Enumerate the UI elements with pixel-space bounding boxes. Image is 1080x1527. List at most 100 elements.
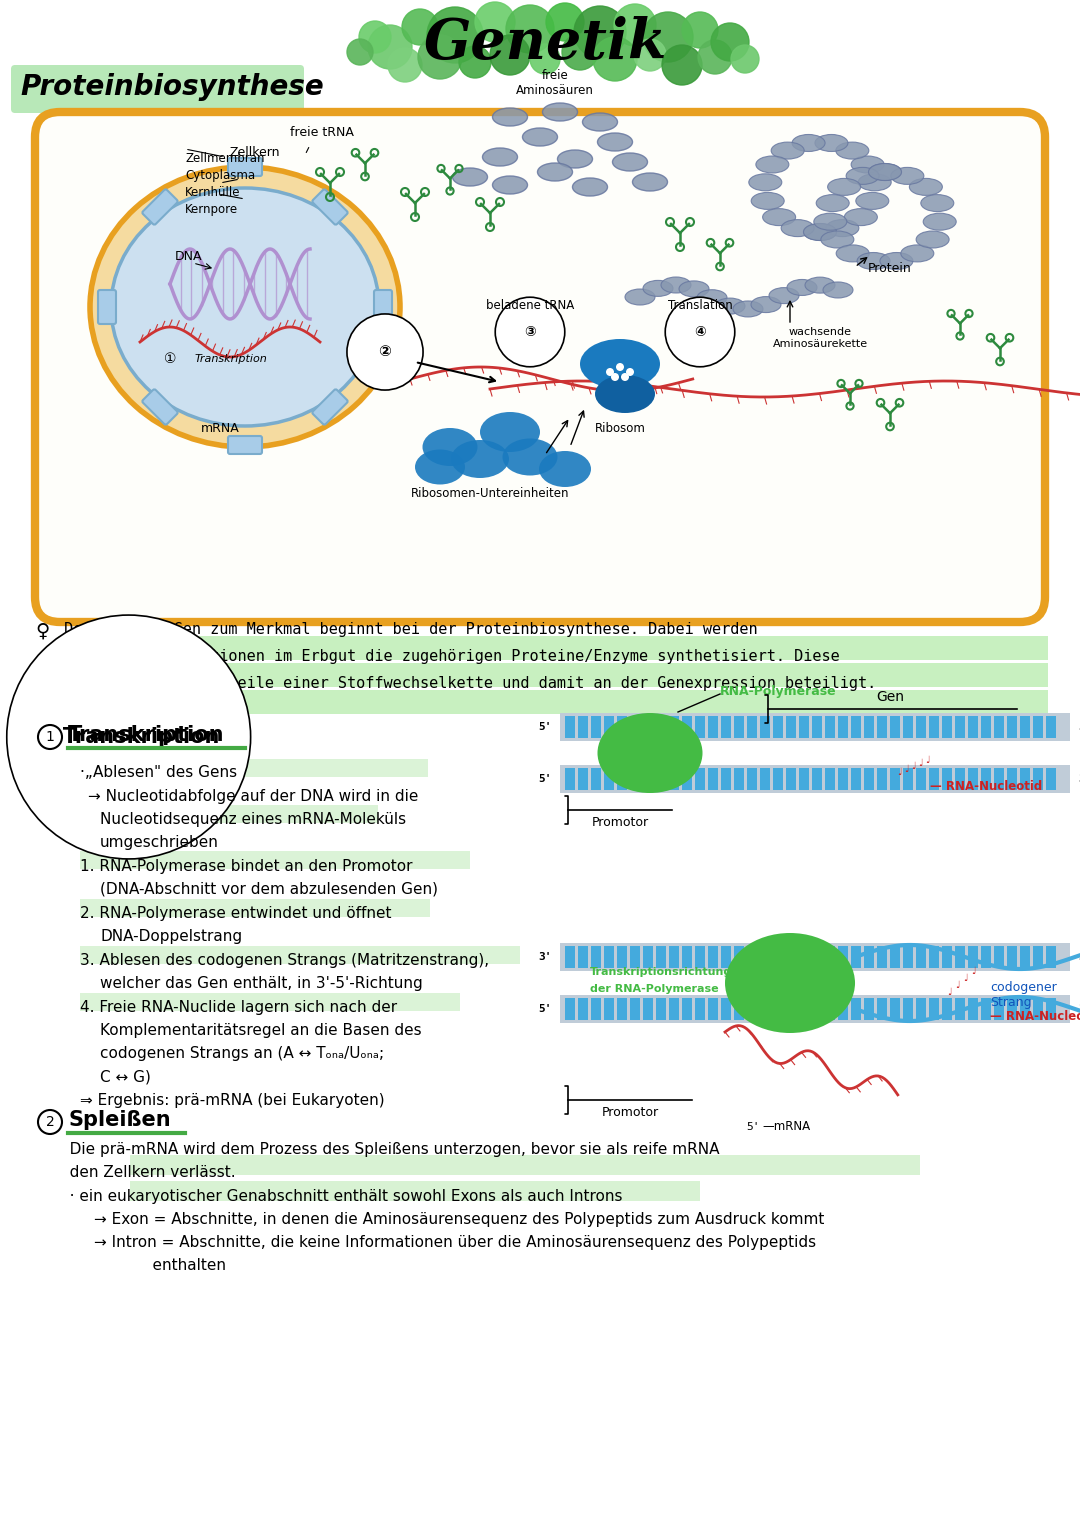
Ellipse shape bbox=[815, 134, 848, 151]
FancyBboxPatch shape bbox=[773, 768, 783, 789]
FancyBboxPatch shape bbox=[1020, 716, 1030, 738]
FancyBboxPatch shape bbox=[1032, 716, 1043, 738]
Ellipse shape bbox=[851, 156, 885, 173]
Ellipse shape bbox=[868, 163, 902, 180]
Text: codogener
Strang: codogener Strang bbox=[990, 980, 1056, 1009]
FancyBboxPatch shape bbox=[591, 716, 600, 738]
FancyBboxPatch shape bbox=[130, 1154, 920, 1174]
FancyBboxPatch shape bbox=[812, 716, 822, 738]
FancyBboxPatch shape bbox=[981, 716, 991, 738]
FancyBboxPatch shape bbox=[656, 947, 666, 968]
FancyBboxPatch shape bbox=[916, 999, 926, 1020]
Ellipse shape bbox=[769, 287, 799, 304]
Ellipse shape bbox=[771, 142, 805, 159]
Text: wachsende
Aminosäurekette: wachsende Aminosäurekette bbox=[772, 327, 867, 348]
Ellipse shape bbox=[855, 192, 889, 209]
Text: ♩: ♩ bbox=[972, 967, 976, 976]
Text: welcher das Gen enthält, in 3'-5'-Richtung: welcher das Gen enthält, in 3'-5'-Richtu… bbox=[100, 976, 422, 991]
Text: Promotor: Promotor bbox=[602, 1106, 659, 1118]
Ellipse shape bbox=[823, 282, 853, 298]
FancyBboxPatch shape bbox=[561, 765, 1070, 793]
FancyBboxPatch shape bbox=[681, 716, 692, 738]
FancyBboxPatch shape bbox=[968, 947, 978, 968]
Text: ·„Ablesen" des Gens: ·„Ablesen" des Gens bbox=[80, 765, 238, 780]
Text: Translation: Translation bbox=[667, 299, 732, 312]
FancyBboxPatch shape bbox=[143, 389, 178, 425]
Ellipse shape bbox=[612, 153, 648, 171]
FancyBboxPatch shape bbox=[864, 716, 874, 738]
FancyBboxPatch shape bbox=[669, 999, 679, 1020]
Ellipse shape bbox=[868, 163, 902, 180]
FancyBboxPatch shape bbox=[604, 947, 615, 968]
Ellipse shape bbox=[752, 192, 784, 209]
FancyBboxPatch shape bbox=[1020, 999, 1030, 1020]
FancyBboxPatch shape bbox=[903, 716, 913, 738]
FancyBboxPatch shape bbox=[1047, 768, 1056, 789]
Text: 5': 5' bbox=[538, 774, 552, 783]
FancyBboxPatch shape bbox=[643, 768, 653, 789]
Ellipse shape bbox=[814, 214, 847, 231]
FancyBboxPatch shape bbox=[890, 999, 900, 1020]
Text: — RNA-Nucleotid: — RNA-Nucleotid bbox=[930, 780, 1042, 794]
Circle shape bbox=[611, 373, 619, 382]
Ellipse shape bbox=[633, 173, 667, 191]
Ellipse shape bbox=[542, 102, 578, 121]
Text: → Exon = Abschnitte, in denen die Aminosäurensequenz des Polypeptids zum Ausdruc: → Exon = Abschnitte, in denen die Aminos… bbox=[55, 1212, 824, 1228]
Text: Cytoplasma: Cytoplasma bbox=[185, 169, 255, 182]
Ellipse shape bbox=[572, 179, 607, 195]
FancyBboxPatch shape bbox=[696, 716, 705, 738]
FancyBboxPatch shape bbox=[591, 999, 600, 1020]
FancyBboxPatch shape bbox=[851, 999, 861, 1020]
FancyBboxPatch shape bbox=[591, 947, 600, 968]
Text: 5': 5' bbox=[1078, 951, 1080, 962]
Text: → Intron = Abschnitte, die keine Informationen über die Aminosäurensequenz des P: → Intron = Abschnitte, die keine Informa… bbox=[55, 1235, 816, 1251]
FancyBboxPatch shape bbox=[1047, 716, 1056, 738]
Circle shape bbox=[546, 3, 584, 41]
Circle shape bbox=[507, 5, 554, 53]
FancyBboxPatch shape bbox=[143, 189, 178, 224]
FancyBboxPatch shape bbox=[604, 716, 615, 738]
Circle shape bbox=[662, 44, 702, 86]
Circle shape bbox=[621, 373, 629, 382]
FancyBboxPatch shape bbox=[760, 999, 770, 1020]
Ellipse shape bbox=[538, 163, 572, 182]
Ellipse shape bbox=[422, 428, 477, 466]
FancyBboxPatch shape bbox=[561, 944, 1070, 971]
FancyBboxPatch shape bbox=[994, 716, 1004, 738]
FancyBboxPatch shape bbox=[903, 947, 913, 968]
Text: 5': 5' bbox=[746, 1122, 760, 1132]
Text: aus den Informationen im Erbgut die zugehörigen Proteine/Enzyme synthetisiert. D: aus den Informationen im Erbgut die zuge… bbox=[55, 649, 840, 664]
Ellipse shape bbox=[582, 113, 618, 131]
Ellipse shape bbox=[921, 194, 954, 212]
Ellipse shape bbox=[715, 298, 745, 315]
FancyBboxPatch shape bbox=[942, 768, 951, 789]
FancyBboxPatch shape bbox=[1007, 947, 1017, 968]
Text: Der Weg vom Gen zum Merkmal beginnt bei der Proteinbiosynthese. Dabei werden: Der Weg vom Gen zum Merkmal beginnt bei … bbox=[55, 621, 758, 637]
Text: codogenen Strangs an (A ↔ Tₒₙₐ/Uₒₙₐ;: codogenen Strangs an (A ↔ Tₒₙₐ/Uₒₙₐ; bbox=[100, 1046, 384, 1061]
Ellipse shape bbox=[492, 176, 527, 194]
Text: Kernpore: Kernpore bbox=[185, 203, 238, 215]
FancyBboxPatch shape bbox=[877, 716, 887, 738]
FancyBboxPatch shape bbox=[656, 999, 666, 1020]
FancyBboxPatch shape bbox=[747, 716, 757, 738]
FancyBboxPatch shape bbox=[734, 999, 744, 1020]
Ellipse shape bbox=[816, 194, 849, 212]
FancyBboxPatch shape bbox=[968, 716, 978, 738]
Text: 3': 3' bbox=[538, 951, 552, 962]
Text: ♩: ♩ bbox=[912, 760, 916, 771]
FancyBboxPatch shape bbox=[838, 716, 848, 738]
Circle shape bbox=[731, 44, 759, 73]
Text: 4. Freie RNA-Nuclide lagern sich nach der: 4. Freie RNA-Nuclide lagern sich nach de… bbox=[80, 1000, 397, 1015]
FancyBboxPatch shape bbox=[578, 768, 588, 789]
Ellipse shape bbox=[595, 376, 654, 412]
Text: der RNA-Polymerase: der RNA-Polymerase bbox=[590, 983, 718, 994]
Circle shape bbox=[593, 37, 637, 81]
Text: ♩: ♩ bbox=[897, 767, 902, 777]
FancyBboxPatch shape bbox=[35, 111, 1045, 621]
FancyBboxPatch shape bbox=[312, 389, 348, 425]
Ellipse shape bbox=[826, 220, 859, 237]
Text: enthalten: enthalten bbox=[55, 1258, 226, 1274]
Ellipse shape bbox=[597, 713, 702, 793]
FancyBboxPatch shape bbox=[1020, 768, 1030, 789]
Ellipse shape bbox=[748, 174, 782, 191]
